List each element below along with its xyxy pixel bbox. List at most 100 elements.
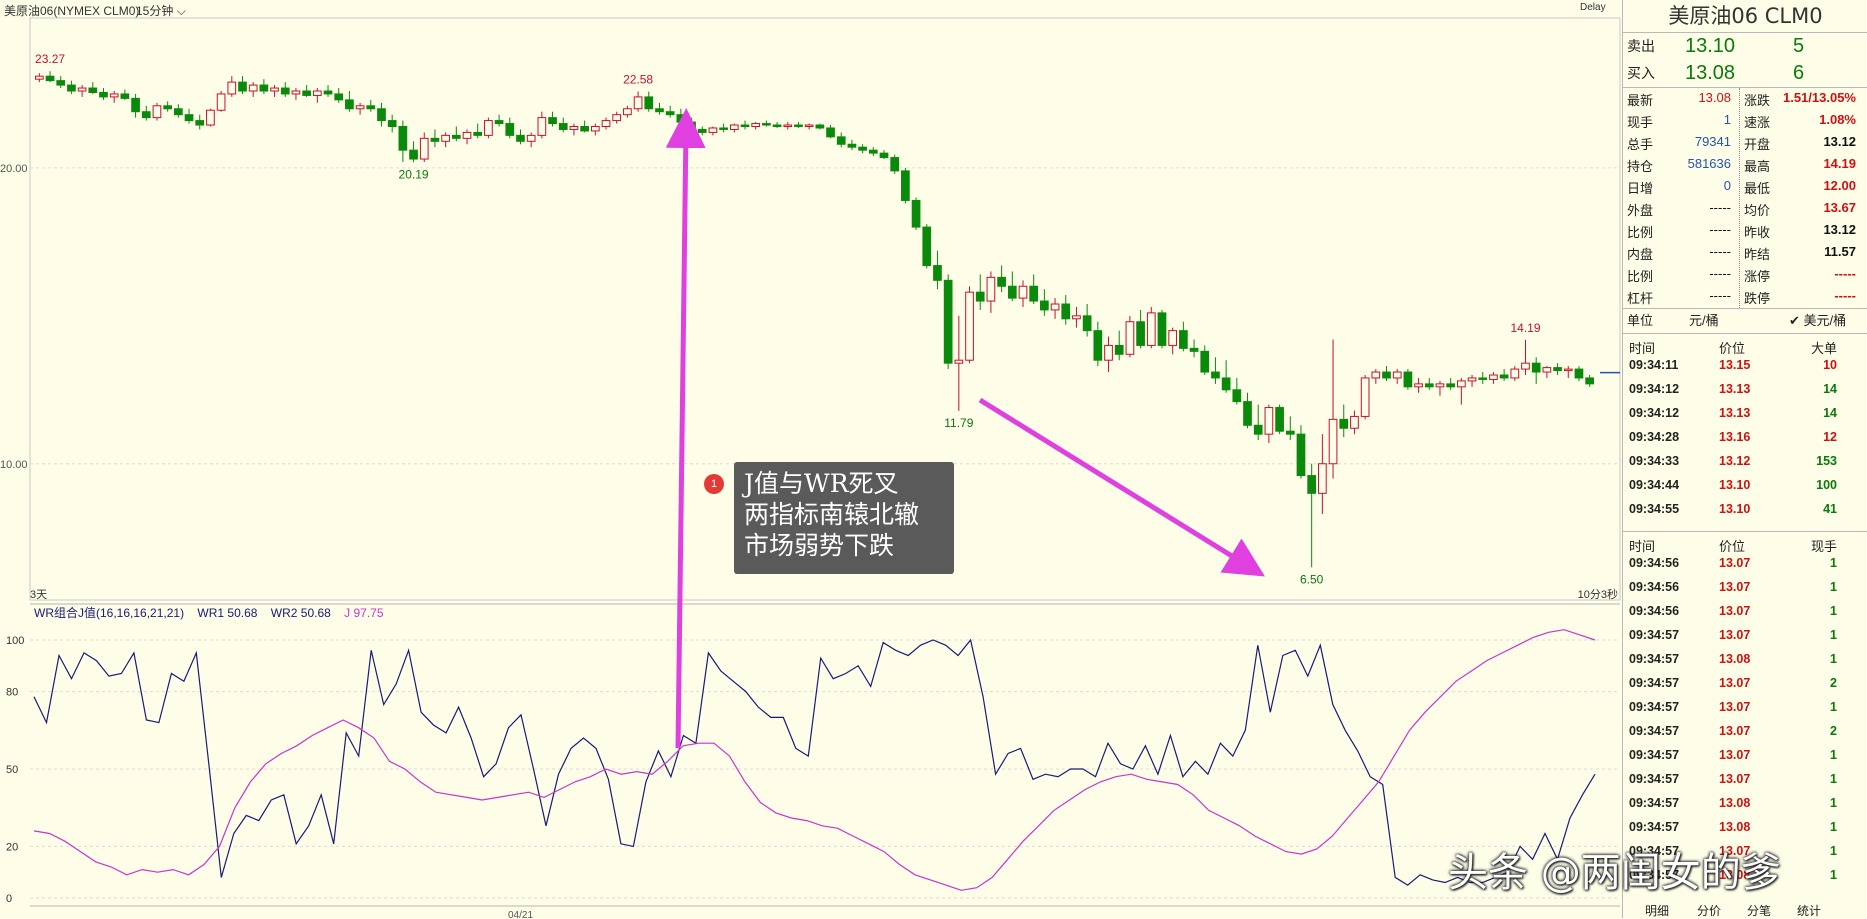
chevron-down-icon: ⌵ (173, 4, 186, 18)
unit-usd-checkbox[interactable]: ✔ 美元/桶 (1789, 313, 1847, 328)
list-item[interactable]: 09:34:12 13.13 14 (1623, 378, 1867, 402)
candle (99, 88, 108, 100)
sell-row[interactable]: 卖出 13.10 5 (1623, 33, 1867, 60)
candle (1510, 366, 1520, 381)
quote-label: 比例 (1627, 269, 1654, 284)
list-item[interactable]: 09:34:56 13.07 1 (1623, 600, 1867, 624)
ticks-list[interactable]: 09:34:56 13.07 1 09:34:56 13.07 1 09:34:56 13.0… (1623, 552, 1867, 888)
quote-row: 外盘 ----- 均价 13.67 (1623, 200, 1867, 222)
tab-stats[interactable]: 统计 (1797, 904, 1822, 918)
quote-value: 12.00 (1823, 178, 1856, 193)
quote-value: 11.57 (1824, 244, 1856, 259)
sell-label: 卖出 (1627, 38, 1655, 54)
period-label: 15分钟 (136, 4, 174, 18)
list-item[interactable]: 09:34:33 13.12 153 (1623, 450, 1867, 474)
candle (270, 85, 279, 97)
candle (687, 117, 696, 133)
row-time: 09:34:33 (1629, 454, 1680, 468)
candle (1168, 327, 1178, 355)
unit-value[interactable]: 元/桶 (1689, 313, 1719, 328)
col-time: 时间 (1629, 341, 1656, 356)
quote-label: 总手 (1627, 137, 1654, 152)
annotation-badge: 1 (704, 474, 724, 494)
row-volume: 1 (1830, 772, 1837, 786)
list-item[interactable]: 09:34:28 13.16 12 (1623, 426, 1867, 450)
candle (516, 129, 525, 145)
list-item[interactable]: 09:34:57 13.08 1 (1623, 792, 1867, 816)
quote-value: ----- (1709, 244, 1731, 259)
quote-value: 14.19 (1823, 156, 1856, 171)
candle (1424, 377, 1434, 390)
tab-trades[interactable]: 分笔 (1747, 904, 1772, 918)
candle (462, 129, 472, 145)
candle (1499, 369, 1509, 381)
list-item[interactable]: 09:34:56 13.07 1 (1623, 576, 1867, 600)
candle (590, 123, 600, 136)
row-price: 13.13 (1719, 406, 1751, 420)
list-item[interactable]: 09:34:57 13.08 1 (1623, 864, 1867, 888)
candle (1467, 375, 1477, 387)
list-item[interactable]: 09:34:12 13.13 14 (1623, 402, 1867, 426)
row-time: 09:34:57 (1629, 676, 1680, 690)
date-label: 04/21 (508, 910, 533, 918)
symbol-title[interactable]: 美原油06(NYMEX CLM0) (4, 4, 140, 18)
row-time: 09:34:12 (1629, 406, 1680, 420)
list-item[interactable]: 09:34:57 13.07 1 (1623, 744, 1867, 768)
indicator-legend[interactable]: WR组合J值(16,16,16,21,21) WR1 50.68 WR2 50.… (34, 604, 394, 621)
candle (1531, 357, 1541, 384)
candle (1040, 289, 1049, 316)
candle (56, 76, 66, 89)
row-time: 09:34:57 (1629, 772, 1680, 786)
price-extreme-label: 23.27 (35, 52, 65, 66)
buy-row[interactable]: 买入 13.08 6 (1623, 60, 1867, 87)
quote-panel: 美原油06 CLM0 卖出 13.10 5 买入 13.08 6 最新 13.08… (1622, 0, 1867, 918)
quote-value: 13.12 (1823, 134, 1856, 149)
row-volume: 1 (1830, 580, 1837, 594)
candle (1179, 321, 1188, 352)
tab-price[interactable]: 分价 (1697, 904, 1722, 918)
list-item[interactable]: 09:34:56 13.07 1 (1623, 552, 1867, 576)
candle (729, 123, 739, 133)
list-item[interactable]: 09:34:11 13.15 10 (1623, 354, 1867, 378)
candle (1125, 315, 1135, 358)
arrow-layer (665, 108, 1266, 749)
quote-label: 涨跌 (1744, 93, 1771, 108)
list-item[interactable]: 09:34:57 13.07 1 (1623, 768, 1867, 792)
candle (965, 286, 974, 364)
candle (954, 315, 964, 411)
candle (1157, 309, 1167, 349)
chart-svg: 20.00 10.00 23.27 22.58 20.19 11.79 6.50 14.19 3… (0, 17, 1621, 918)
candle (366, 99, 376, 112)
quote-value: ----- (1709, 200, 1731, 215)
candle (751, 122, 761, 130)
quote-value: ----- (1709, 266, 1731, 281)
list-item[interactable]: 09:34:57 13.08 1 (1623, 648, 1867, 672)
candle (1285, 416, 1295, 441)
candle (836, 132, 846, 148)
list-item[interactable]: 09:34:44 13.10 100 (1623, 474, 1867, 498)
list-item[interactable]: 09:34:57 13.07 1 (1623, 696, 1867, 720)
row-price: 13.08 (1719, 820, 1751, 834)
period-selector[interactable]: 15分钟 ⌵ (136, 2, 186, 19)
row-time: 09:34:56 (1629, 604, 1680, 618)
candle (377, 102, 386, 127)
list-item[interactable]: 09:34:57 13.07 2 (1623, 672, 1867, 696)
list-item[interactable]: 09:34:57 13.07 1 (1623, 624, 1867, 648)
list-item[interactable]: 09:34:57 13.07 1 (1623, 840, 1867, 864)
candle (1200, 345, 1210, 375)
candle (419, 132, 429, 162)
list-item[interactable]: 09:34:57 13.08 1 (1623, 816, 1867, 840)
big-orders-list[interactable]: 09:34:11 13.15 10 09:34:12 13.13 14 09:34:12 13… (1623, 354, 1867, 522)
quote-label: 最低 (1744, 181, 1771, 196)
candle (355, 102, 365, 115)
indicator-name[interactable]: WR组合J值(16,16,16,21,21) (34, 606, 185, 620)
candle (88, 82, 98, 94)
list-item[interactable]: 09:34:57 13.07 2 (1623, 720, 1867, 744)
quote-value: 13.12 (1823, 222, 1856, 237)
candle (1018, 280, 1028, 307)
tab-detail[interactable]: 明细 (1645, 904, 1670, 918)
candle (933, 250, 942, 290)
candle (216, 91, 226, 112)
list-item[interactable]: 09:34:55 13.10 41 (1623, 498, 1867, 522)
col-big: 大单 (1810, 341, 1837, 356)
